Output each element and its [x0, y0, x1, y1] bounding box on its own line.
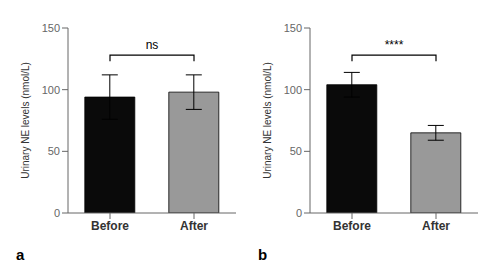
svg-text:****: **** — [385, 38, 404, 52]
svg-text:Urinary NE levels (nmol/L): Urinary NE levels (nmol/L) — [20, 62, 31, 179]
svg-text:150: 150 — [284, 22, 302, 34]
svg-text:Before: Before — [91, 219, 129, 233]
svg-text:After: After — [180, 219, 208, 233]
html-text:b: b — [258, 246, 268, 263]
svg-text:Urinary NE levels (nmol/L): Urinary NE levels (nmol/L) — [262, 62, 273, 179]
svg-text:0: 0 — [296, 207, 302, 219]
svg-text:50: 50 — [290, 145, 302, 157]
html-text:a: a — [16, 246, 25, 263]
svg-text:0: 0 — [54, 207, 60, 219]
svg-text:100: 100 — [284, 84, 302, 96]
svg-text:100: 100 — [42, 84, 60, 96]
svg-text:Before: Before — [333, 219, 371, 233]
svg-text:ns: ns — [146, 38, 159, 52]
svg-text:After: After — [422, 219, 450, 233]
svg-text:150: 150 — [42, 22, 60, 34]
svg-text:50: 50 — [48, 145, 60, 157]
